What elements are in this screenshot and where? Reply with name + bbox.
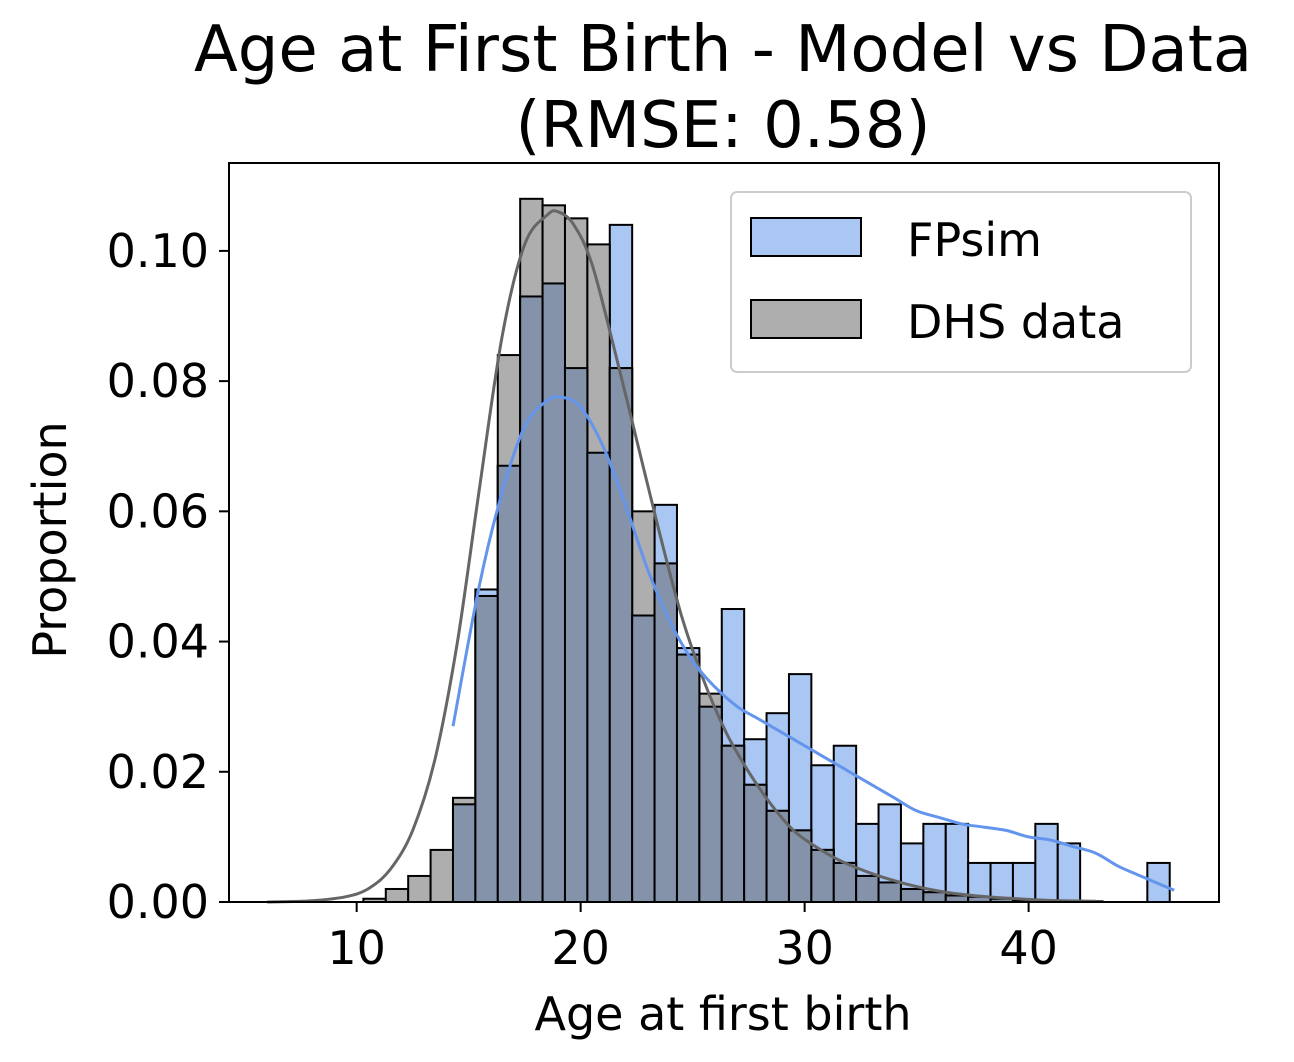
- fpsim-bar: [944, 822, 970, 904]
- overlap-bar: [832, 861, 858, 903]
- chart-title-line2: (RMSE: 0.58): [515, 89, 931, 163]
- overlap-bar: [586, 451, 611, 903]
- plot-frame: [228, 162, 1220, 903]
- fpsim-bar: [1011, 861, 1037, 903]
- fpsim-bar: [1056, 842, 1082, 903]
- y-tick-label: 0.00: [107, 875, 209, 929]
- fpsim-bar: [1034, 822, 1059, 904]
- fpsim-kde-line: [451, 395, 1175, 892]
- overlap-bar: [608, 367, 634, 903]
- y-tick-label: 0.06: [107, 484, 209, 538]
- dhs-bar: [429, 848, 454, 903]
- overlap-bar: [474, 594, 499, 903]
- overlap-bar: [720, 744, 746, 903]
- overlap-bar: [810, 848, 835, 903]
- y-tick-label: 0.04: [107, 615, 209, 669]
- legend: FPsim DHS data: [730, 191, 1192, 373]
- overlap-bar: [563, 367, 589, 903]
- overlap-bar: [541, 282, 566, 903]
- x-tick-label: 40: [999, 921, 1058, 975]
- overlap-bar: [765, 809, 790, 904]
- y-tick-label: 0.08: [107, 354, 209, 408]
- dhs-bar: [384, 887, 410, 903]
- overlap-bars: [451, 282, 1082, 904]
- overlap-bar: [496, 464, 522, 903]
- y-axis-label: Proportion: [23, 421, 77, 658]
- y-axis-ticks: 0.00 0.02 0.04 0.06 0.08 0.10: [107, 224, 229, 929]
- dhs-bar: [407, 874, 432, 903]
- chart-title-line1: Age at First Birth - Model vs Data: [193, 13, 1253, 87]
- x-tick-label: 20: [551, 921, 610, 975]
- legend-label-dhs: DHS data: [907, 295, 1124, 349]
- overlap-bar: [877, 881, 902, 904]
- legend-swatch-dhs: [750, 299, 862, 339]
- overlap-bar: [743, 783, 768, 903]
- overlap-bar: [855, 874, 880, 903]
- dhs-kde-line: [267, 209, 1096, 904]
- overlap-bar: [698, 705, 723, 904]
- overlap-bar: [675, 653, 701, 903]
- legend-label-fpsim: FPsim: [907, 213, 1042, 267]
- overlap-bar: [899, 887, 925, 903]
- overlap-bar: [451, 803, 477, 903]
- x-axis-label: Age at first birth: [534, 987, 911, 1041]
- x-tick-label: 30: [775, 921, 834, 975]
- x-tick-label: 10: [327, 921, 386, 975]
- overlap-bar: [922, 891, 947, 903]
- overlap-bar: [631, 614, 656, 904]
- legend-swatch-fpsim: [750, 217, 862, 257]
- overlap-bar: [519, 295, 544, 903]
- x-axis-ticks: 10 20 30 40: [327, 902, 1058, 975]
- y-tick-label: 0.10: [107, 224, 209, 278]
- y-tick-label: 0.02: [107, 745, 209, 799]
